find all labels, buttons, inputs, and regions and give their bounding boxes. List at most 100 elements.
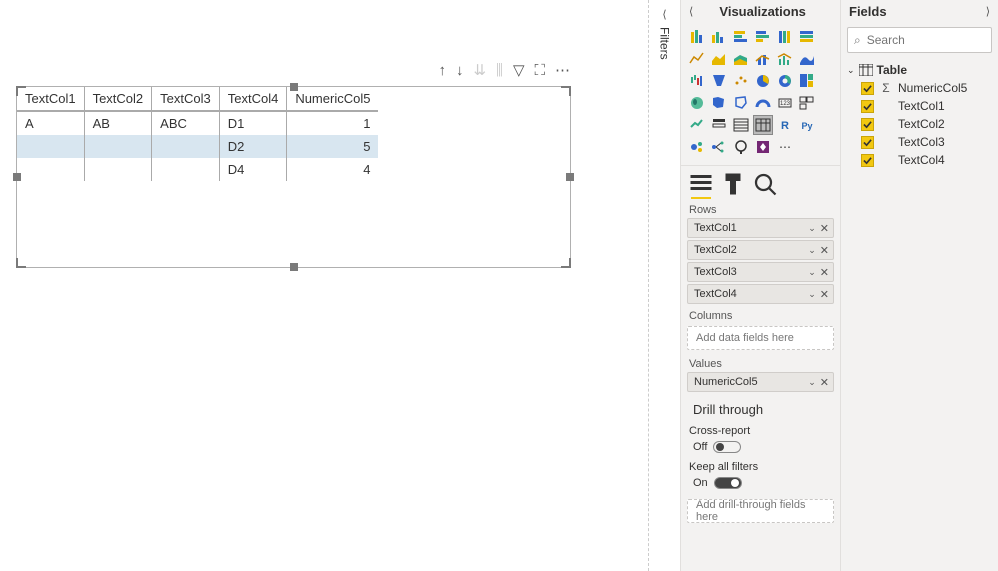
cell[interactable]: 4 <box>287 158 379 181</box>
row-well-textcol1[interactable]: TextCol1⌄✕ <box>687 218 834 238</box>
chevron-down-icon[interactable]: ⌄ <box>808 245 816 256</box>
field-checkbox[interactable] <box>861 100 874 113</box>
viz-type-line-stacked[interactable] <box>753 49 773 69</box>
field-textcol1[interactable]: TextCol1 <box>859 97 994 115</box>
format-tab-icon[interactable] <box>721 172 745 196</box>
fields-search[interactable]: ⌕ <box>847 27 992 53</box>
field-checkbox[interactable] <box>861 118 874 131</box>
viz-type-slicer[interactable] <box>709 115 729 135</box>
viz-type-clustered-bar-h[interactable] <box>753 27 773 47</box>
remove-icon[interactable]: ✕ <box>820 288 829 301</box>
table-row[interactable]: AABABCD11 <box>17 111 378 135</box>
viz-type-decomposition[interactable] <box>709 137 729 157</box>
remove-icon[interactable]: ✕ <box>820 222 829 235</box>
resize-handle-right[interactable] <box>566 173 574 181</box>
expand-all-icon[interactable]: ⫼ <box>496 62 503 79</box>
viz-type-matrix[interactable] <box>753 115 773 135</box>
cell[interactable]: 1 <box>287 111 379 135</box>
cell[interactable]: D1 <box>219 111 287 135</box>
table-node[interactable]: ⌄ Table <box>845 61 994 79</box>
field-checkbox[interactable] <box>861 136 874 149</box>
drill-placeholder[interactable]: Add drill-through fields here <box>687 499 834 523</box>
cell[interactable] <box>84 135 152 158</box>
field-checkbox[interactable] <box>861 154 874 167</box>
field-textcol2[interactable]: TextCol2 <box>859 115 994 133</box>
viz-type-qa-visual[interactable] <box>731 137 751 157</box>
row-well-textcol2[interactable]: TextCol2⌄✕ <box>687 240 834 260</box>
table-row[interactable]: D44 <box>17 158 378 181</box>
viz-type-py-visual[interactable]: Py <box>797 115 817 135</box>
viz-type-multi-card[interactable] <box>797 93 817 113</box>
column-header[interactable]: TextCol2 <box>84 87 152 111</box>
column-header[interactable]: TextCol1 <box>17 87 84 111</box>
viz-type-100-stacked-h[interactable] <box>797 27 817 47</box>
resize-corner-tr[interactable] <box>561 86 571 96</box>
resize-handle-bottom[interactable] <box>290 263 298 271</box>
fields-tab-icon[interactable] <box>689 172 713 196</box>
cell[interactable] <box>152 158 220 181</box>
remove-icon[interactable]: ✕ <box>820 266 829 279</box>
focus-mode-icon[interactable]: ⛶ <box>534 62 545 79</box>
chevron-down-icon[interactable]: ⌄ <box>808 223 816 234</box>
cell[interactable]: AB <box>84 111 152 135</box>
cell[interactable]: 5 <box>287 135 379 158</box>
report-canvas[interactable]: ↑ ↓ ⇊ ⫼ ▽ ⛶ ⋯ TextCol1TextCol2TextCol3Te… <box>0 0 640 571</box>
field-checkbox[interactable] <box>861 82 874 95</box>
viz-type-line[interactable] <box>687 49 707 69</box>
resize-corner-br[interactable] <box>561 258 571 268</box>
resize-handle-left[interactable] <box>13 173 21 181</box>
chevron-down-icon[interactable]: ⌄ <box>808 377 816 388</box>
columns-placeholder[interactable]: Add data fields here <box>687 326 834 350</box>
drill-up-icon[interactable]: ↑ <box>438 62 446 79</box>
remove-icon[interactable]: ✕ <box>820 244 829 257</box>
viz-type-key-influencers[interactable] <box>687 137 707 157</box>
viz-type-treemap[interactable] <box>797 71 817 91</box>
cell[interactable]: ABC <box>152 111 220 135</box>
field-textcol4[interactable]: TextCol4 <box>859 151 994 169</box>
value-well-numericcol5[interactable]: NumericCol5⌄✕ <box>687 372 834 392</box>
row-well-textcol3[interactable]: TextCol3⌄✕ <box>687 262 834 282</box>
chevron-down-icon[interactable]: ⌄ <box>808 267 816 278</box>
viz-type-custom-visual[interactable]: ⋯ <box>775 137 795 157</box>
column-header[interactable]: TextCol3 <box>152 87 220 111</box>
chevron-down-icon[interactable]: ⌄ <box>808 289 816 300</box>
expand-down-icon[interactable]: ⇊ <box>473 61 486 79</box>
remove-icon[interactable]: ✕ <box>820 376 829 389</box>
resize-corner-tl[interactable] <box>16 86 26 96</box>
viz-type-kpi[interactable] <box>687 115 707 135</box>
cell[interactable] <box>17 135 84 158</box>
cell[interactable] <box>152 135 220 158</box>
viz-type-100-stacked[interactable] <box>775 27 795 47</box>
viz-type-gauge[interactable] <box>753 93 773 113</box>
viz-type-filled-map[interactable] <box>709 93 729 113</box>
viz-type-donut[interactable] <box>775 71 795 91</box>
more-options-icon[interactable]: ⋯ <box>555 61 570 79</box>
drill-down-icon[interactable]: ↓ <box>456 62 464 79</box>
resize-corner-bl[interactable] <box>16 258 26 268</box>
viz-type-pie[interactable] <box>753 71 773 91</box>
viz-type-waterfall[interactable] <box>687 71 707 91</box>
row-well-textcol4[interactable]: TextCol4⌄✕ <box>687 284 834 304</box>
viz-type-area[interactable] <box>709 49 729 69</box>
viz-type-stacked-bar-h[interactable] <box>731 27 751 47</box>
expand-left-icon[interactable]: ⟨ <box>662 8 666 21</box>
collapse-left-icon[interactable]: ⟨ <box>689 5 693 18</box>
viz-type-scatter[interactable] <box>731 71 751 91</box>
viz-type-stacked-bar[interactable] <box>687 27 707 47</box>
column-header[interactable]: NumericCol5 <box>287 87 379 111</box>
viz-type-shape-map[interactable] <box>731 93 751 113</box>
viz-type-table[interactable] <box>731 115 751 135</box>
viz-type-line-clustered[interactable] <box>775 49 795 69</box>
analytics-tab-icon[interactable] <box>753 172 777 196</box>
viz-type-funnel[interactable] <box>709 71 729 91</box>
cross-report-toggle[interactable] <box>713 441 741 453</box>
viz-type-stacked-area[interactable] <box>731 49 751 69</box>
keep-filters-toggle[interactable] <box>714 477 742 489</box>
cell[interactable] <box>17 158 84 181</box>
filter-icon[interactable]: ▽ <box>513 61 525 79</box>
cell[interactable]: A <box>17 111 84 135</box>
table-row[interactable]: D25 <box>17 135 378 158</box>
field-textcol3[interactable]: TextCol3 <box>859 133 994 151</box>
matrix-table[interactable]: TextCol1TextCol2TextCol3TextCol4NumericC… <box>17 87 378 181</box>
viz-type-ribbon[interactable] <box>797 49 817 69</box>
